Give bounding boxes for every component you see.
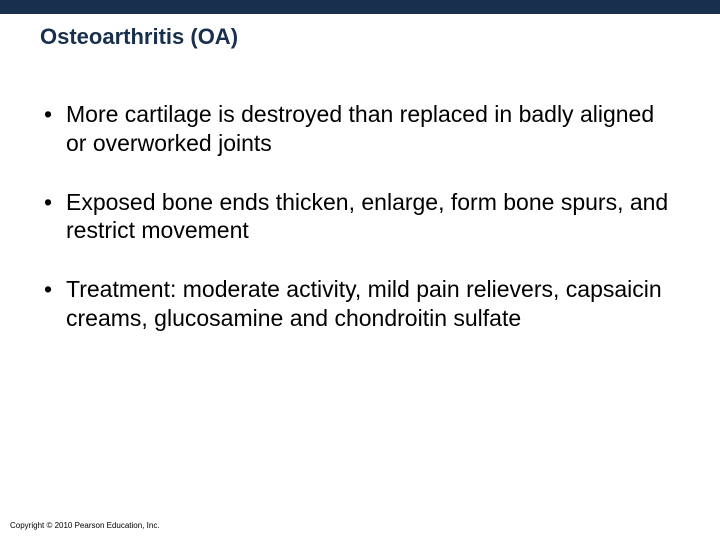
bullet-item: • More cartilage is destroyed than repla… (40, 100, 680, 158)
slide-body: • More cartilage is destroyed than repla… (40, 100, 680, 363)
slide-title: Osteoarthritis (OA) (40, 24, 238, 50)
bullet-item: • Exposed bone ends thicken, enlarge, fo… (40, 188, 680, 246)
header-bar (0, 0, 720, 14)
bullet-text: Treatment: moderate activity, mild pain … (66, 275, 680, 333)
bullet-marker: • (40, 275, 66, 333)
bullet-text: More cartilage is destroyed than replace… (66, 100, 680, 158)
bullet-text: Exposed bone ends thicken, enlarge, form… (66, 188, 680, 246)
bullet-marker: • (40, 188, 66, 246)
bullet-item: • Treatment: moderate activity, mild pai… (40, 275, 680, 333)
bullet-marker: • (40, 100, 66, 158)
copyright-notice: Copyright © 2010 Pearson Education, Inc. (10, 521, 160, 530)
